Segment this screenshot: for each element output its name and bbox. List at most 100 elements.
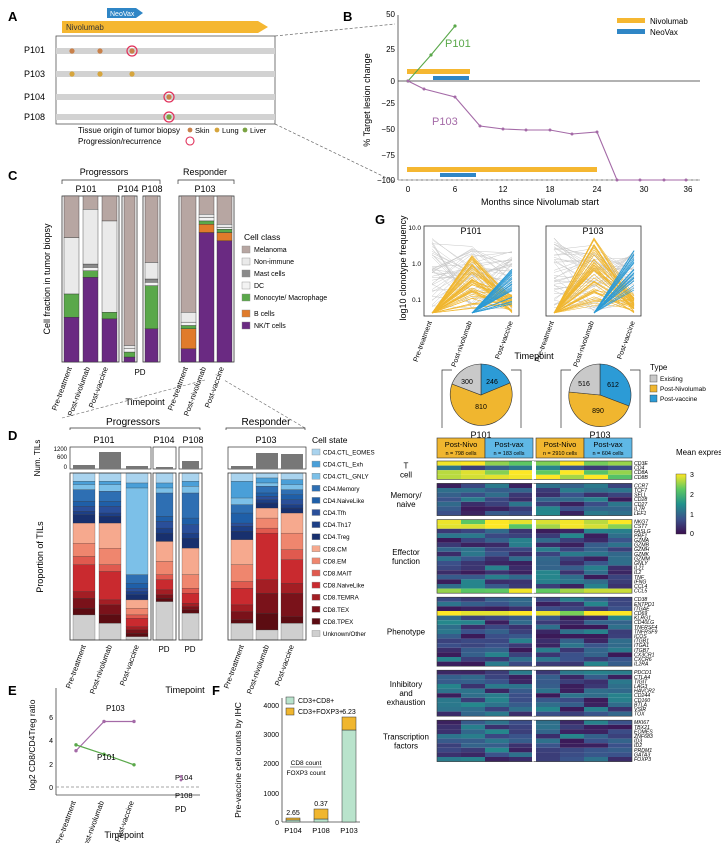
p103-point xyxy=(524,128,528,132)
gene-label: TNFRSF9 xyxy=(634,629,657,635)
heatmap-cell xyxy=(536,497,560,502)
heatmap-cell xyxy=(608,674,632,680)
heatmap-cell xyxy=(608,519,632,525)
heatmap-cell xyxy=(485,620,509,625)
heatmap-cell xyxy=(437,506,461,511)
legend-swatch xyxy=(649,394,658,403)
heatmap-cell xyxy=(608,661,632,667)
neovax-bar xyxy=(433,76,469,80)
heatmap-cell xyxy=(584,734,608,739)
heatmap-cell xyxy=(536,488,560,493)
heatmap-cell xyxy=(485,565,509,571)
pie-slice-postvax xyxy=(599,363,632,407)
p103-point xyxy=(684,178,688,182)
heatmap-cell xyxy=(608,693,632,698)
heatmap-cell xyxy=(485,634,509,639)
post-vaccine-clonotype-line xyxy=(471,272,513,314)
cell-state-segment xyxy=(98,484,122,492)
timepoint-label: Post-nivolumab xyxy=(88,644,114,696)
heatmap-cell xyxy=(461,574,485,580)
post-vaccine-clonotype-line xyxy=(471,303,513,314)
heatmap-cell xyxy=(509,629,533,634)
heatmap-cell xyxy=(584,757,608,762)
heatmap-cell xyxy=(536,629,560,634)
legend-swatch xyxy=(311,533,321,540)
pie-count: 300 xyxy=(461,379,473,386)
progression-legend-circle xyxy=(185,136,195,146)
heatmap-cell xyxy=(461,483,485,488)
heatmap-cell xyxy=(485,752,509,757)
cell-class-segment xyxy=(101,195,118,222)
y-tick-label: 50 xyxy=(386,10,395,19)
category-label: P104 xyxy=(284,826,302,835)
cell-class-segment xyxy=(180,325,197,330)
heatmap-cell xyxy=(437,679,461,684)
cell-state-segment xyxy=(98,522,122,549)
heatmap-cell xyxy=(584,729,608,734)
cell-class-segment xyxy=(82,263,99,268)
heatmap-cell xyxy=(536,524,560,529)
heatmap-cell xyxy=(536,533,560,538)
p103-point xyxy=(638,178,642,182)
heatmap-cell xyxy=(437,561,461,566)
cell-state-segment xyxy=(125,633,149,637)
cell-class-segment xyxy=(216,195,233,225)
existing-clonotype-line xyxy=(431,243,513,283)
cell-state-segment xyxy=(255,629,279,641)
heatmap-cell xyxy=(485,465,509,471)
p103-point xyxy=(662,178,666,182)
gene-label: ZNF683 xyxy=(633,734,653,740)
heatmap-cell xyxy=(509,684,533,689)
heatmap-cell xyxy=(509,584,533,589)
heatmap-cell xyxy=(536,547,560,552)
cell-state-segment xyxy=(230,472,254,482)
heatmap-cell xyxy=(509,620,533,625)
heatmap-cell xyxy=(437,674,461,680)
heatmap-cell xyxy=(437,634,461,639)
heatmap-cell xyxy=(437,547,461,552)
cell-state-segment xyxy=(155,561,174,575)
heatmap-cell xyxy=(536,492,560,498)
gene-label: EOMES xyxy=(634,729,653,735)
heatmap-cell xyxy=(608,620,632,625)
legend-label: NK/T cells xyxy=(254,323,286,330)
heatmap-cell xyxy=(584,657,608,662)
gene-label: LAG3 xyxy=(634,684,647,690)
heatmap-cell xyxy=(560,506,584,511)
gene-label: CXCR6 xyxy=(634,657,652,663)
patient-label: P103 xyxy=(255,435,276,445)
liver-legend-label: Liver xyxy=(250,126,267,135)
heatmap-cell xyxy=(461,511,485,516)
pie-count: 516 xyxy=(578,381,590,388)
cd8-bar xyxy=(341,729,357,823)
heatmap-cell xyxy=(584,511,608,516)
cell-state-segment xyxy=(181,517,200,525)
heatmap-cell xyxy=(608,729,632,734)
responder-bracket xyxy=(225,427,306,430)
y-axis-label: log10 clonotype frequency xyxy=(398,215,408,321)
heatmap-cell xyxy=(608,670,632,675)
heatmap-cell xyxy=(461,752,485,757)
y-tick-label: 3000 xyxy=(263,732,279,739)
cell-state-segment xyxy=(72,481,96,485)
heatmap-cell xyxy=(608,657,632,662)
heatmap-cell xyxy=(485,738,509,744)
heatmap-cell xyxy=(536,707,560,712)
heatmap-cell xyxy=(536,597,560,602)
cd8-legend-label: CD3+CD8+ xyxy=(298,698,334,705)
gene-label: CCL4 xyxy=(634,584,647,590)
cell-state-segment xyxy=(72,556,96,565)
heatmap-cell xyxy=(509,724,533,730)
p101-point xyxy=(429,53,433,57)
timepoint-label: Pre-treatment xyxy=(64,643,88,690)
cell-state-segment xyxy=(230,497,254,505)
heatmap-cell xyxy=(560,483,584,488)
heatmap-cell xyxy=(536,565,560,571)
post-vaccine-clonotype-line xyxy=(471,289,513,314)
patient-label: P101 xyxy=(75,184,96,194)
heatmap-cell xyxy=(437,747,461,753)
heatmap-cell xyxy=(560,611,584,616)
x-tick-label: 0 xyxy=(406,185,411,194)
pie-patient-label: P101 xyxy=(470,430,491,440)
timepoint-label: Post-nivolumab xyxy=(573,320,596,368)
